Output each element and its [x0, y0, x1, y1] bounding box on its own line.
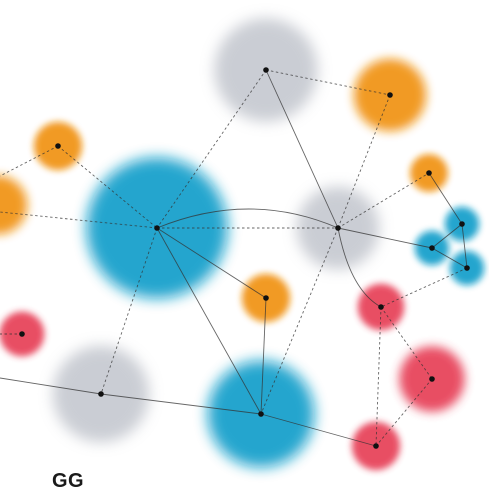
edge — [265, 69, 391, 96]
edge — [57, 145, 158, 229]
node-dot-red-left — [19, 331, 25, 337]
node-dot-red-mid-right — [378, 304, 384, 310]
edge — [337, 94, 391, 229]
edge — [260, 297, 267, 415]
node-halo-orange-edge-left — [0, 175, 28, 235]
node-dot-gray-bottom-left — [98, 391, 104, 397]
node-dot-red-right — [429, 376, 435, 382]
edge — [431, 223, 463, 249]
edge — [156, 227, 267, 299]
edge-arc — [337, 227, 382, 308]
node-dot-blue-cluster-2 — [429, 245, 435, 251]
edge — [260, 413, 377, 447]
node-dot-blue-cluster-3 — [464, 265, 470, 271]
edge — [380, 267, 468, 308]
edge — [0, 211, 158, 229]
edges — [0, 69, 468, 447]
edge — [461, 223, 468, 269]
node-dot-gray-top — [263, 67, 269, 73]
edge — [156, 227, 262, 415]
node-dot-orange-right — [426, 170, 432, 176]
edge — [100, 393, 262, 415]
node-dot-red-bottom — [373, 443, 379, 449]
edge — [375, 306, 382, 447]
edge — [156, 69, 267, 229]
edge — [260, 227, 339, 415]
diagram-caption: GG — [52, 470, 85, 492]
node-dots — [19, 67, 470, 449]
node-dot-blue-bottom — [258, 411, 264, 417]
edge — [431, 247, 468, 269]
edge — [100, 227, 158, 395]
edge — [0, 377, 102, 395]
edge — [0, 145, 59, 177]
node-dot-orange-left — [55, 143, 61, 149]
edge-arc — [156, 208, 339, 229]
node-dot-gray-center-right — [335, 225, 341, 231]
node-halos — [0, 18, 485, 471]
node-dot-blue-cluster-1 — [459, 221, 465, 227]
edge — [337, 227, 433, 249]
edge — [428, 172, 463, 225]
node-dot-orange-top-right — [387, 92, 393, 98]
node-dot-blue-big — [154, 225, 160, 231]
edge — [265, 69, 339, 229]
node-dot-orange-mid — [263, 295, 269, 301]
